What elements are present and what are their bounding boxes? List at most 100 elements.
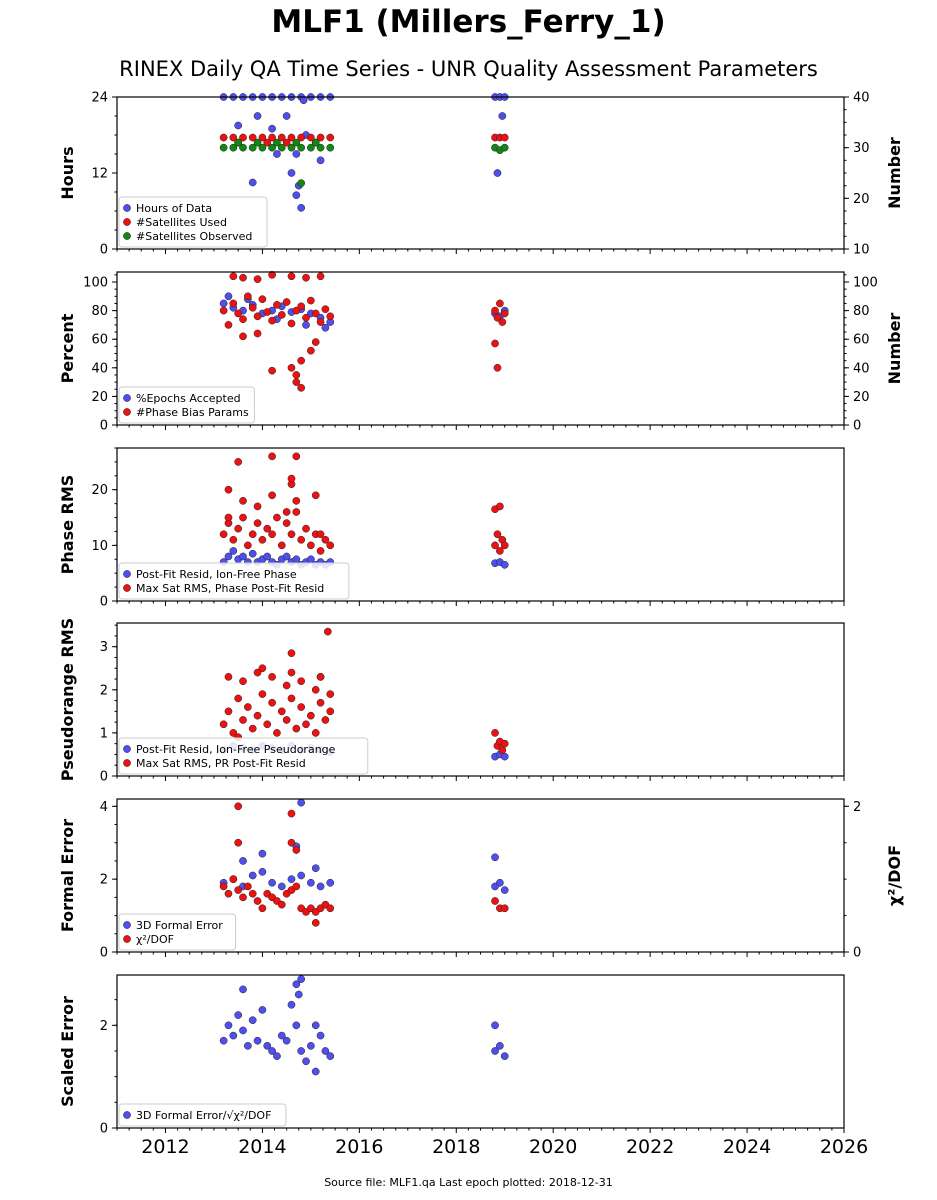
point-phase-bias-params: [239, 332, 247, 341]
point-3d-formal-error: [248, 871, 257, 880]
panel-2: 0 20 40 60 80 100 0 20 40 60 80 100 Number Percent %Ep…: [58, 271, 904, 434]
point-satellites-observed: [258, 143, 267, 152]
point-max-sat-rms-pr-post-fit-resid: [263, 720, 272, 729]
point-phase-bias-params: [316, 318, 325, 326]
point-hours-of-data: [498, 112, 507, 120]
point-max-sat-rms-phase-post-fit-resid: [496, 547, 504, 555]
point-hours-of-data: [253, 112, 262, 120]
point-phase-bias-params: [498, 318, 507, 326]
y-tick-label: 1: [100, 726, 108, 741]
point-dof: [253, 897, 262, 905]
point-max-sat-rms-pr-post-fit-resid: [287, 649, 296, 658]
point-3d-formal-error: [500, 886, 509, 894]
y2-axis-label: Number: [885, 313, 904, 385]
point-3d-formal-error-dof: [219, 1036, 228, 1045]
x-tick-label: 2012: [141, 1136, 189, 1158]
point-dof: [500, 904, 509, 913]
point-satellites-observed: [234, 138, 243, 147]
point-dof: [219, 882, 228, 891]
point-3d-formal-error: [491, 853, 499, 862]
legend-marker: [123, 759, 131, 767]
point-phase-bias-params: [287, 319, 296, 328]
point-max-sat-rms-pr-post-fit-resid: [311, 685, 320, 694]
plot-frame: [116, 974, 845, 1129]
point-satellites-used: [277, 133, 286, 142]
point-satellites-observed: [297, 143, 306, 152]
point-max-sat-rms-pr-post-fit-resid: [297, 677, 306, 686]
point-max-sat-rms-pr-post-fit-resid: [321, 716, 330, 724]
point-max-sat-rms-phase-post-fit-resid: [316, 547, 325, 555]
y2-tick-label: 0: [853, 946, 861, 961]
point-satellites-used: [500, 133, 509, 142]
point-max-sat-rms-phase-post-fit-resid: [258, 535, 267, 544]
point-3d-formal-error: [239, 857, 247, 865]
legend-box: [118, 562, 350, 600]
point-phase-bias-params: [263, 308, 272, 316]
point-post-fit-resid-ion-free-phase: [224, 552, 233, 561]
point-max-sat-rms-phase-post-fit-resid: [491, 541, 499, 550]
point-satellites-observed: [326, 143, 335, 152]
panel-4: 0 1 2 3 Pseudorange RMS Post-Fit Resid, Ion-F…: [58, 618, 845, 785]
y-tick-label: 2: [100, 1019, 108, 1034]
point-satellites-used: [287, 133, 296, 142]
legend-box: [118, 737, 369, 775]
y-tick-label: 0: [100, 1122, 108, 1137]
point-satellites-used: [248, 133, 257, 142]
point-max-sat-rms-pr-post-fit-resid: [268, 673, 276, 681]
legend-label: χ²/DOF: [136, 933, 174, 946]
point-max-sat-rms-phase-post-fit-resid: [268, 452, 276, 461]
y-tick-label: 40: [91, 361, 108, 376]
point-phase-bias-params: [253, 312, 262, 321]
point-max-sat-rms-pr-post-fit-resid: [326, 690, 335, 698]
point-phase-bias-params: [282, 298, 291, 306]
point-satellites-used: [219, 133, 228, 142]
point-phase-bias-params: [219, 306, 228, 315]
point-epochs-accepted: [219, 299, 228, 308]
y-tick-label: 24: [91, 91, 108, 106]
point-post-fit-resid-ion-free-pseudorange: [500, 752, 509, 761]
legend-box: [118, 913, 236, 951]
point-3d-formal-error: [297, 798, 306, 807]
point-post-fit-resid-ion-free-phase: [500, 560, 509, 569]
point-phase-bias-params: [244, 292, 252, 301]
point-max-sat-rms-phase-post-fit-resid: [253, 519, 262, 527]
point-3d-formal-error-dof: [258, 1006, 267, 1014]
point-dof: [292, 882, 301, 891]
legend-marker: [123, 570, 131, 578]
point-3d-formal-error: [316, 882, 325, 891]
point-max-sat-rms-pr-post-fit-resid: [248, 724, 257, 733]
point-phase-bias-params: [321, 305, 330, 314]
point-epochs-accepted: [224, 292, 233, 301]
point-dof: [292, 846, 301, 854]
y-tick-label: 0: [100, 595, 108, 610]
y2-tick-label: 100: [853, 276, 878, 291]
legend-label: Post-Fit Resid, Ion-Free Pseudorange: [136, 743, 336, 756]
point-phase-bias-params: [302, 313, 310, 322]
point-3d-formal-error-dof: [244, 1042, 252, 1050]
point-satellites-used: [316, 133, 325, 142]
legend-label: #Phase Bias Params: [136, 406, 249, 419]
point-max-sat-rms-pr-post-fit-resid: [307, 711, 315, 720]
point-epochs-accepted: [321, 323, 330, 332]
point-dof: [258, 904, 267, 913]
point-3d-formal-error-dof: [491, 1047, 499, 1055]
point-3d-formal-error-dof: [277, 1031, 286, 1040]
point-hours-of-data: [287, 169, 296, 177]
x-tick-label: 2018: [432, 1136, 480, 1158]
point-max-sat-rms-pr-post-fit-resid: [287, 694, 296, 703]
point-satellites-used: [297, 133, 306, 142]
point-dof: [239, 893, 247, 902]
point-max-sat-rms-pr-post-fit-resid: [323, 627, 332, 636]
point-hours-of-data: [248, 178, 257, 187]
x-tick-label: 2020: [529, 1136, 577, 1158]
y-tick-label: 0: [100, 946, 108, 961]
y2-tick-label: 30: [853, 141, 870, 156]
panel-3: 0 10 20 Phase RMS Post-Fit Resid, Ion-Free P…: [58, 447, 845, 610]
point-phase-bias-params: [326, 312, 335, 321]
legend-marker: [123, 584, 131, 592]
point-hours-of-data: [292, 150, 301, 158]
point-max-sat-rms-pr-post-fit-resid: [224, 707, 233, 716]
